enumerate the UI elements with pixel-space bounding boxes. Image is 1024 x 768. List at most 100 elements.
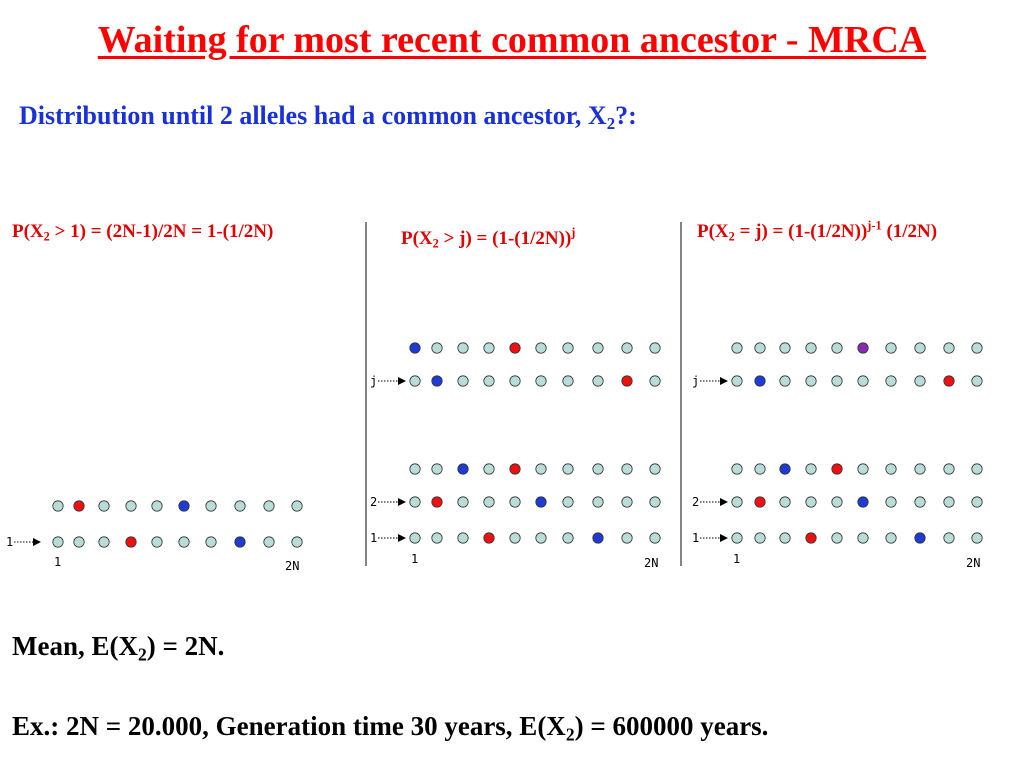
allele-dot-neutral (943, 342, 955, 354)
allele-dot-neutral (98, 536, 110, 548)
first-allele-index: 1 (733, 552, 740, 566)
allele-dot-blue (857, 496, 869, 508)
allele-dot-neutral (431, 463, 443, 475)
allele-dot-neutral (831, 496, 843, 508)
allele-dot-neutral (98, 500, 110, 512)
formula-right-part-b: = j) = (1-(1/2N)) (734, 221, 868, 242)
allele-dot-neutral (754, 532, 766, 544)
allele-dot-red (483, 532, 495, 544)
allele-dot-neutral (562, 496, 574, 508)
formula-right-part-a: P(X (697, 221, 729, 242)
example-subscript: 2 (565, 724, 575, 745)
allele-dot-red (431, 496, 443, 508)
allele-dot-neutral (205, 536, 217, 548)
panel-right: j 2 1 1 2N (692, 342, 983, 570)
allele-dot-neutral (431, 532, 443, 544)
mean-part-a: Mean, E(X (12, 631, 138, 661)
formula-middle-subscript: 2 (432, 236, 439, 251)
allele-dot-neutral (409, 463, 421, 475)
allele-dot-blue (234, 536, 246, 548)
allele-dot-red (805, 532, 817, 544)
example-part-a: Ex.: 2N = 20.000, Generation time 30 yea… (12, 711, 566, 741)
allele-dot-neutral (649, 496, 661, 508)
allele-dot-blue (535, 496, 547, 508)
allele-dot-neutral (621, 532, 633, 544)
subtitle-text: Distribution until 2 alleles had a commo… (19, 101, 607, 130)
allele-dot-neutral (621, 496, 633, 508)
allele-dot-neutral (649, 532, 661, 544)
allele-dot-neutral (754, 463, 766, 475)
allele-dot-neutral (914, 463, 926, 475)
allele-dot-neutral (971, 375, 983, 387)
first-allele-index: 1 (54, 555, 61, 569)
allele-dot-neutral (731, 496, 743, 508)
allele-dot-neutral (592, 342, 604, 354)
formula-left-subscript: 2 (43, 229, 50, 244)
allele-dot-neutral (409, 532, 421, 544)
allele-dot-neutral (779, 496, 791, 508)
allele-dot-neutral (943, 532, 955, 544)
allele-dot-neutral (457, 375, 469, 387)
allele-dot-neutral (291, 500, 303, 512)
allele-dot-neutral (914, 496, 926, 508)
example-statement: Ex.: 2N = 20.000, Generation time 30 yea… (12, 710, 769, 745)
formula-right-superscript: j-1 (867, 218, 882, 233)
formula-right-subscript: 2 (728, 229, 735, 244)
allele-dot-neutral (409, 375, 421, 387)
allele-dot-neutral (805, 463, 817, 475)
allele-dot-red (831, 463, 843, 475)
allele-dot-neutral (885, 532, 897, 544)
allele-dot-neutral (483, 375, 495, 387)
allele-dot-neutral (535, 375, 547, 387)
subtitle: Distribution until 2 alleles had a commo… (19, 100, 637, 134)
allele-dot-neutral (885, 463, 897, 475)
example-part-b: ) = 600000 years. (574, 711, 769, 741)
allele-dot-neutral (971, 496, 983, 508)
last-allele-index: 2N (644, 556, 658, 570)
allele-dot-neutral (943, 463, 955, 475)
allele-dot-neutral (562, 342, 574, 354)
last-allele-index: 2N (966, 556, 980, 570)
allele-dot-blue (754, 375, 766, 387)
allele-dot-neutral (151, 536, 163, 548)
panel-middle: j 2 1 1 2N (370, 342, 661, 570)
allele-dot-neutral (885, 375, 897, 387)
allele-dot-neutral (263, 500, 275, 512)
allele-dot-neutral (205, 500, 217, 512)
mean-subscript: 2 (137, 644, 147, 665)
allele-dot-neutral (649, 342, 661, 354)
allele-dot-neutral (483, 463, 495, 475)
allele-dot-neutral (831, 532, 843, 544)
allele-dot-neutral (779, 375, 791, 387)
allele-dot-neutral (125, 500, 137, 512)
allele-dot-neutral (483, 342, 495, 354)
generation-label: 1 (370, 531, 377, 545)
subtitle-subscript: 2 (606, 114, 616, 134)
allele-dot-neutral (914, 342, 926, 354)
panel-left: 1 1 2N (6, 500, 303, 573)
allele-dot-blue (431, 375, 443, 387)
allele-dot-neutral (562, 463, 574, 475)
allele-dot-neutral (562, 375, 574, 387)
mean-part-b: ) = 2N. (146, 631, 225, 661)
formula-middle-part-b: > j) = (1-(1/2N)) (438, 228, 572, 249)
generation-label: j (692, 374, 699, 388)
allele-dot-red (621, 375, 633, 387)
allele-dot-neutral (779, 532, 791, 544)
allele-dot-neutral (592, 375, 604, 387)
allele-dot-neutral (754, 342, 766, 354)
allele-dot-neutral (857, 532, 869, 544)
allele-dot-neutral (178, 536, 190, 548)
allele-dot-neutral (971, 532, 983, 544)
allele-dot-red (509, 463, 521, 475)
allele-dot-neutral (592, 496, 604, 508)
allele-dot-neutral (805, 375, 817, 387)
slide-title: Waiting for most recent common ancestor … (97, 19, 927, 61)
allele-dot-neutral (649, 375, 661, 387)
formula-middle-part-a: P(X (401, 228, 433, 249)
formula-middle-superscript: j (571, 225, 576, 240)
allele-dot-neutral (971, 342, 983, 354)
allele-dot-neutral (621, 342, 633, 354)
formula-left-part-a: P(X (12, 221, 44, 242)
allele-dot-neutral (509, 375, 521, 387)
